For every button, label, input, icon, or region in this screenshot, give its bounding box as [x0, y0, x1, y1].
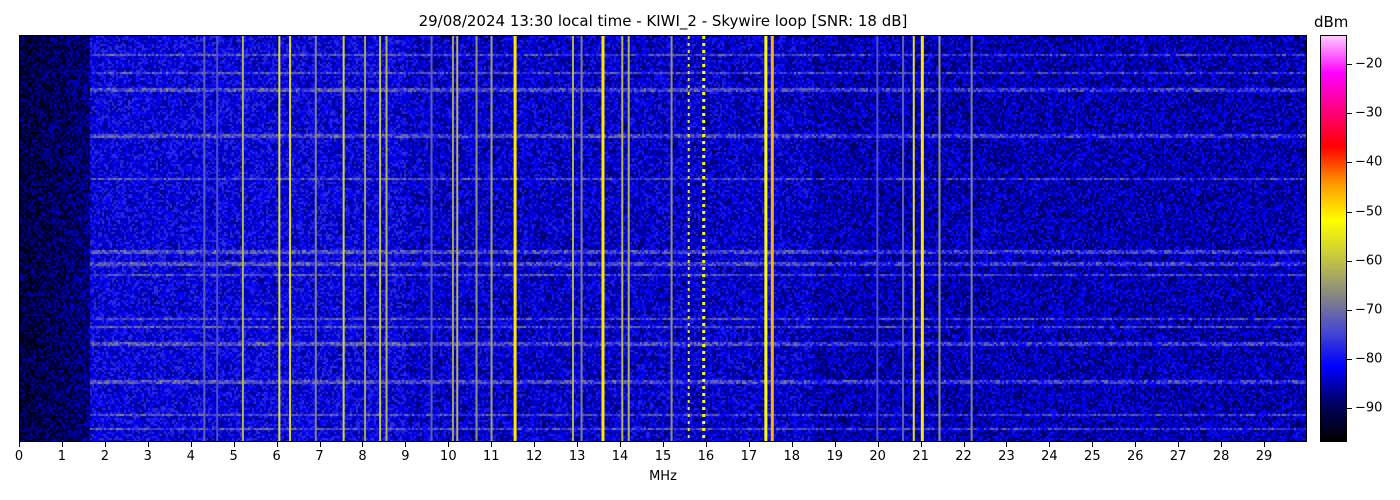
x-tick-label: 10 — [440, 449, 457, 464]
x-tick-label: 13 — [568, 449, 586, 464]
x-tick — [791, 442, 793, 447]
x-tick — [448, 442, 450, 447]
colorbar-tick-label: −60 — [1355, 253, 1383, 269]
x-tick-label: 8 — [358, 449, 367, 464]
x-tick-label: 3 — [143, 449, 152, 464]
colorbar-tick-label: −40 — [1355, 154, 1383, 170]
x-tick-label: 17 — [740, 449, 758, 464]
x-tick — [534, 442, 536, 447]
waterfall-heatmap — [20, 36, 1306, 441]
x-tick — [1049, 442, 1051, 447]
x-tick-label: 22 — [955, 449, 972, 464]
colorbar-tick-label: −50 — [1355, 204, 1383, 220]
x-tick — [620, 442, 622, 447]
colorbar-tick-label: −70 — [1355, 302, 1383, 318]
x-tick — [705, 442, 707, 447]
colorbar-tick — [1347, 407, 1352, 409]
x-tick — [190, 442, 192, 447]
colorbar-label: dBm — [1314, 13, 1349, 31]
chart-title: 29/08/2024 13:30 local time - KIWI_2 - S… — [418, 12, 908, 30]
x-tick — [963, 442, 965, 447]
x-tick-label: 5 — [229, 449, 238, 464]
x-tick — [1221, 442, 1223, 447]
x-tick-label: 2 — [100, 449, 109, 464]
colorbar-tick-label: −20 — [1355, 56, 1383, 72]
colorbar-tick-label: −90 — [1355, 400, 1383, 416]
x-tick-label: 6 — [272, 449, 281, 464]
x-tick — [1092, 442, 1094, 447]
x-tick — [920, 442, 922, 447]
x-tick-label: 27 — [1169, 449, 1187, 464]
x-tick-label: 23 — [998, 449, 1015, 464]
x-tick-label: 9 — [401, 449, 410, 464]
x-tick-label: 21 — [912, 449, 929, 464]
x-tick-label: 1 — [57, 449, 67, 464]
signal-layer — [203, 36, 973, 441]
x-tick — [104, 442, 106, 447]
x-tick — [491, 442, 493, 447]
colorbar-tick — [1347, 162, 1352, 164]
x-tick — [663, 442, 664, 447]
spectrogram-plot — [19, 35, 1307, 442]
x-tick — [1006, 442, 1008, 447]
x-tick — [877, 442, 879, 447]
x-tick — [1178, 442, 1180, 447]
x-tick — [405, 442, 407, 447]
x-tick-label: 26 — [1126, 449, 1144, 464]
x-tick — [834, 442, 836, 447]
x-tick-label: 28 — [1212, 449, 1230, 464]
x-tick — [19, 442, 20, 447]
x-tick-label: 16 — [697, 449, 715, 464]
x-axis: 0 1 2 3 4 5 6 7 8 9 10 11 12 13 14 15 16 17 18 19 20 21 22 23 24… — [15, 442, 1307, 472]
x-tick — [61, 442, 63, 447]
x-axis-label: MHz — [649, 469, 677, 484]
x-tick — [1264, 442, 1266, 447]
x-tick — [1135, 442, 1137, 447]
x-tick — [147, 442, 149, 447]
colorbar-tick — [1347, 358, 1352, 360]
x-tick-label: 29 — [1255, 449, 1273, 464]
x-tick-label: 20 — [869, 449, 886, 464]
colorbar-tick — [1347, 260, 1352, 262]
x-tick-label: 19 — [826, 449, 843, 464]
x-tick — [577, 442, 579, 447]
x-tick — [319, 442, 321, 447]
x-tick-label: 12 — [525, 449, 543, 464]
colorbar — [1320, 35, 1347, 442]
x-tick — [362, 442, 364, 447]
x-tick — [233, 442, 235, 447]
x-tick-label: 4 — [186, 449, 195, 464]
x-tick-label: 14 — [611, 449, 629, 464]
x-tick-label: 25 — [1084, 449, 1101, 464]
x-tick-label: 0 — [14, 449, 24, 464]
x-tick-label: 11 — [482, 449, 500, 464]
x-tick — [748, 442, 750, 447]
colorbar-tick — [1347, 211, 1352, 213]
colorbar-tick — [1347, 309, 1352, 311]
colorbar-tick-label: −80 — [1355, 351, 1383, 367]
x-tick-label: 15 — [654, 449, 672, 464]
colorbar-tick-label: −30 — [1355, 105, 1383, 121]
x-tick-label: 24 — [1041, 449, 1058, 464]
x-tick — [276, 442, 278, 447]
x-tick-label: 7 — [315, 449, 324, 464]
colorbar-tick — [1347, 113, 1352, 115]
colorbar-tick — [1347, 64, 1352, 66]
x-tick-label: 18 — [783, 449, 801, 464]
